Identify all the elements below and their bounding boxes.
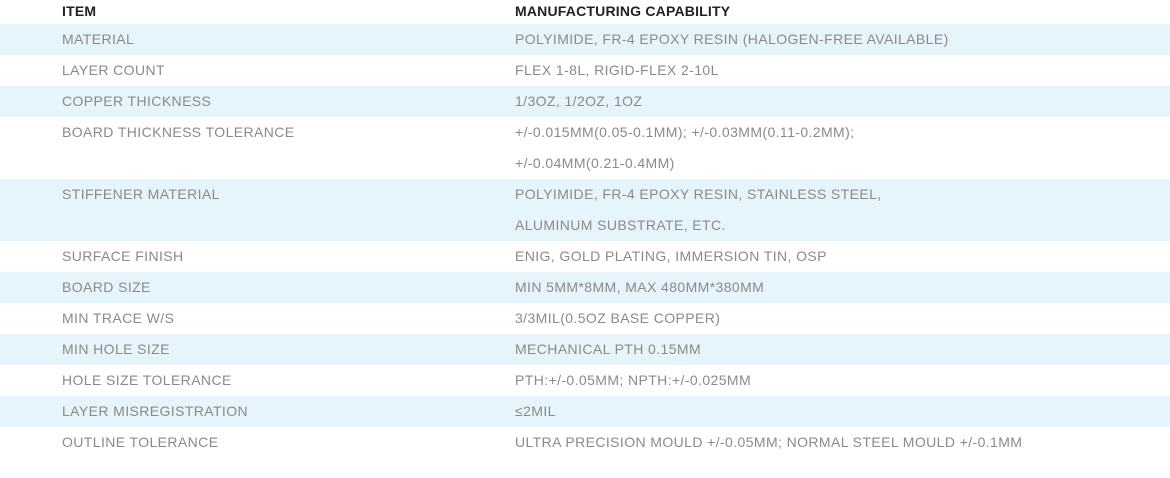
table-row-outline-tolerance: OUTLINE TOLERANCE ULTRA PRECISION MOULD … bbox=[0, 427, 1170, 458]
table-row-min-hole-size: MIN HOLE SIZE MECHANICAL PTH 0.15MM bbox=[0, 334, 1170, 365]
row-capability-value: MECHANICAL PTH 0.15MM bbox=[515, 341, 702, 357]
row-item-label: LAYER COUNT bbox=[62, 62, 165, 78]
row-item-label: LAYER MISREGISTRATION bbox=[62, 403, 249, 419]
row-capability-value-continued: +/-0.04MM(0.21-0.4MM) bbox=[515, 155, 675, 171]
table-row-hole-size-tolerance: HOLE SIZE TOLERANCE PTH:+/-0.05MM; NPTH:… bbox=[0, 365, 1170, 396]
table-row-board-size: BOARD SIZE MIN 5MM*8MM, MAX 480MM*380MM bbox=[0, 272, 1170, 303]
table-header: ITEM MANUFACTURING CAPABILITY bbox=[0, 0, 1170, 24]
spec-table: ITEM MANUFACTURING CAPABILITY MATERIAL P… bbox=[0, 0, 1170, 458]
row-item-label: MATERIAL bbox=[62, 31, 135, 47]
row-capability-value: PTH:+/-0.05MM; NPTH:+/-0.025MM bbox=[515, 372, 752, 388]
table-row-board-thickness-tolerance: BOARD THICKNESS TOLERANCE +/-0.015MM(0.0… bbox=[0, 117, 1170, 179]
table-row-material: MATERIAL POLYIMIDE, FR-4 EPOXY RESIN (HA… bbox=[0, 24, 1170, 55]
table-row-layer-count: LAYER COUNT FLEX 1-8L, RIGID-FLEX 2-10L bbox=[0, 55, 1170, 86]
row-item-label: BOARD THICKNESS TOLERANCE bbox=[62, 124, 295, 140]
header-item: ITEM bbox=[62, 3, 97, 19]
row-capability-value: POLYIMIDE, FR-4 EPOXY RESIN, STAINLESS S… bbox=[515, 186, 882, 202]
table-row-stiffener-material: STIFFENER MATERIAL POLYIMIDE, FR-4 EPOXY… bbox=[0, 179, 1170, 241]
row-item-label: BOARD SIZE bbox=[62, 279, 151, 295]
row-item-label: MIN HOLE SIZE bbox=[62, 341, 170, 357]
row-capability-value: FLEX 1-8L, RIGID-FLEX 2-10L bbox=[515, 62, 719, 78]
row-item-label: HOLE SIZE TOLERANCE bbox=[62, 372, 232, 388]
row-item-label: STIFFENER MATERIAL bbox=[62, 186, 220, 202]
row-capability-value-continued: ALUMINUM SUBSTRATE, ETC. bbox=[515, 217, 726, 233]
row-capability-value: +/-0.015MM(0.05-0.1MM); +/-0.03MM(0.11-0… bbox=[515, 124, 855, 140]
row-capability-value: ULTRA PRECISION MOULD +/-0.05MM; NORMAL … bbox=[515, 434, 1023, 450]
row-item-label: COPPER THICKNESS bbox=[62, 93, 212, 109]
row-item-label: SURFACE FINISH bbox=[62, 248, 184, 264]
table-row-min-trace: MIN TRACE W/S 3/3MIL(0.5OZ BASE COPPER) bbox=[0, 303, 1170, 334]
row-capability-value: POLYIMIDE, FR-4 EPOXY RESIN (HALOGEN-FRE… bbox=[515, 31, 949, 47]
row-item-label: MIN TRACE W/S bbox=[62, 310, 175, 326]
header-capability: MANUFACTURING CAPABILITY bbox=[515, 3, 731, 19]
table-row-surface-finish: SURFACE FINISH ENIG, GOLD PLATING, IMMER… bbox=[0, 241, 1170, 272]
row-capability-value: 1/3OZ, 1/2OZ, 1OZ bbox=[515, 93, 643, 109]
row-item-label: OUTLINE TOLERANCE bbox=[62, 434, 219, 450]
row-capability-value: 3/3MIL(0.5OZ BASE COPPER) bbox=[515, 310, 721, 326]
row-capability-value: ENIG, GOLD PLATING, IMMERSION TIN, OSP bbox=[515, 248, 827, 264]
row-capability-value: MIN 5MM*8MM, MAX 480MM*380MM bbox=[515, 279, 765, 295]
table-row-copper-thickness: COPPER THICKNESS 1/3OZ, 1/2OZ, 1OZ bbox=[0, 86, 1170, 117]
row-capability-value: ≤2MIL bbox=[515, 403, 556, 419]
table-row-layer-misregistration: LAYER MISREGISTRATION ≤2MIL bbox=[0, 396, 1170, 427]
